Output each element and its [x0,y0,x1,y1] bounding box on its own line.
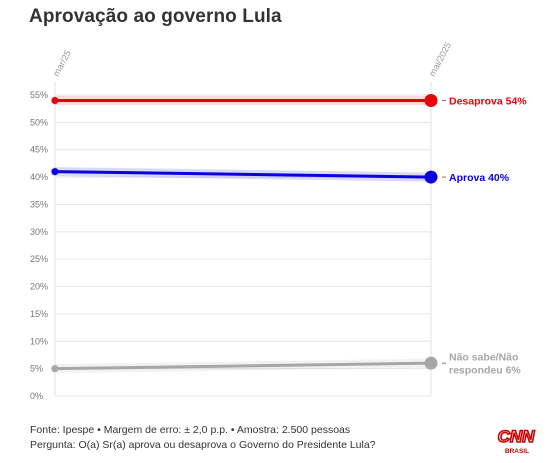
y-tick-label: 20% [30,282,48,292]
y-tick-label: 25% [30,254,48,264]
footer: Fonte: Ipespe • Margem de erro: ± 2,0 p.… [30,423,376,453]
cnn-logo-sub: BRASIL [505,448,529,455]
end-point [424,170,438,184]
line-chart: 0% 5% 10% 15% 20% 25% 30% 35% 40% 45% 50% 55% mar/2… [30,41,527,401]
y-axis: 0% 5% 10% 15% 20% 25% 30% 35% 40% 45% 50% 55% [30,90,48,401]
end-point [424,93,438,107]
series-line [53,170,433,179]
series-label: Aprova 40% [449,172,510,184]
y-tick-label: 35% [30,199,48,209]
y-tick-label: 10% [30,336,48,346]
source-note: Fonte: Ipespe • Margem de erro: ± 2,0 p.… [30,424,351,436]
x-axis: mar/25 mai/2025 [51,41,453,396]
x-tick-label: mai/2025 [427,41,453,78]
grid [55,94,431,397]
series-line [53,361,433,371]
y-tick-label: 45% [30,145,48,155]
y-tick-label: 15% [30,309,48,319]
cnn-logo-text: CNN [498,427,536,446]
series-label: Não sabe/Não [449,352,518,364]
x-tick-label: mar/25 [51,49,73,78]
question-note: Pergunta: O(a) Sr(a) aprova ou desaprova… [30,439,376,451]
y-tick-label: 5% [30,364,43,374]
y-tick-label: 30% [30,227,48,237]
series: Desaprova 54% Aprova 40% Não sabe/Nãorespo… [50,93,527,377]
start-point [51,168,59,176]
y-tick-label: 40% [30,172,48,182]
start-point [51,96,59,104]
chart-title: Aprovação ao governo Lula [29,6,282,27]
y-tick-label: 0% [30,391,43,401]
cnn-logo: CNN BRASIL [497,426,536,455]
series-label: Desaprova 54% [449,95,527,107]
start-point [51,365,59,373]
y-tick-label: 55% [30,90,48,100]
y-tick-label: 50% [30,117,48,127]
series-label: respondeu 6% [449,365,521,377]
end-point [424,356,438,370]
